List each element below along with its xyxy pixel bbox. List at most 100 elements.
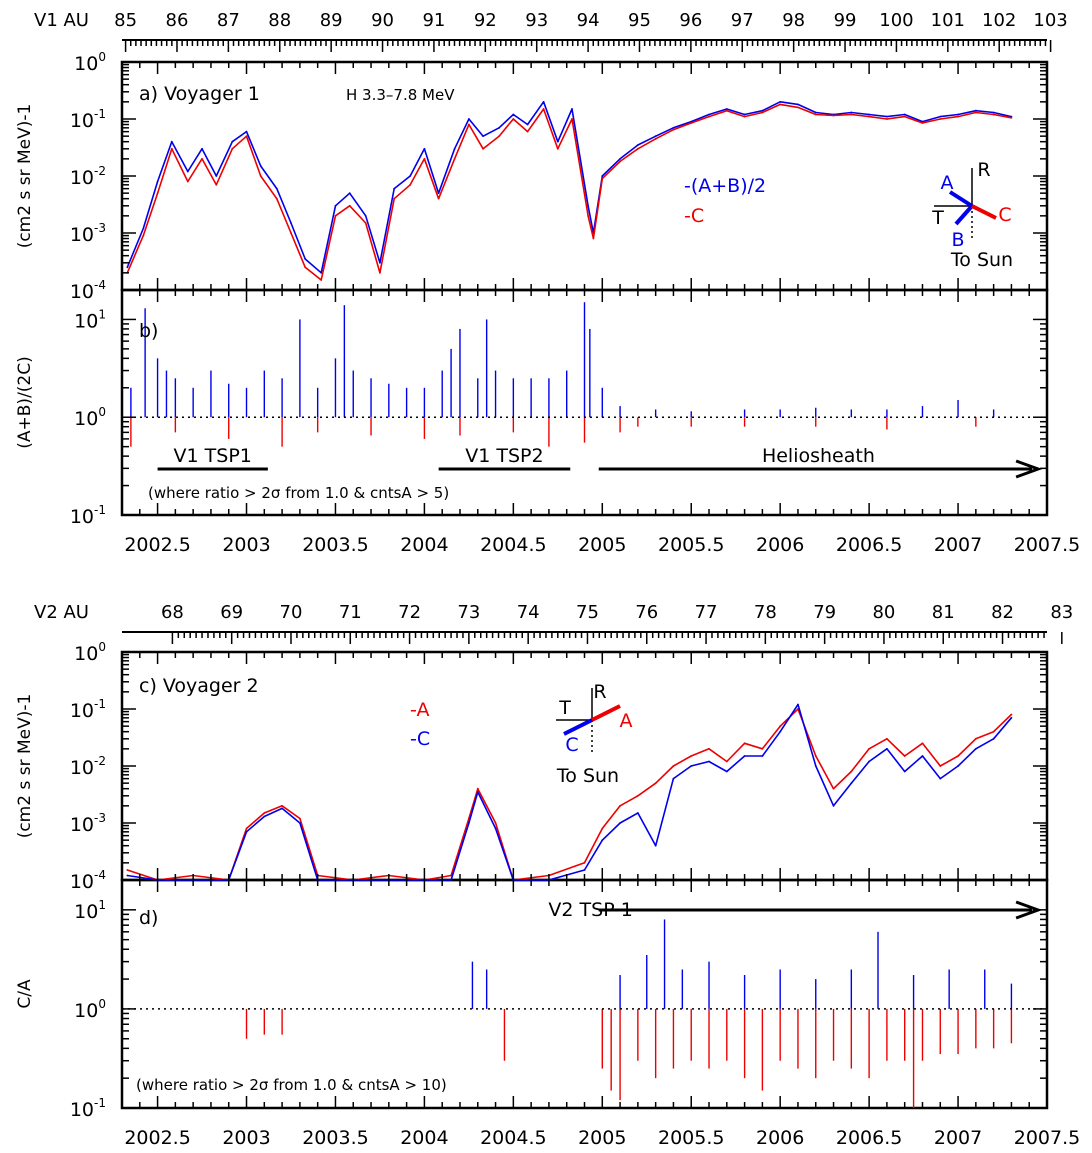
data-point bbox=[409, 183, 412, 186]
data-point bbox=[761, 747, 764, 750]
legend-entry: -A bbox=[410, 699, 429, 721]
x-tick-label: 2005.5 bbox=[658, 534, 724, 556]
data-point bbox=[467, 822, 470, 824]
data-point bbox=[379, 271, 381, 274]
axes-layer bbox=[121, 39, 1063, 1109]
au-tick-label: 81 bbox=[932, 602, 955, 623]
x-tick-label: 2007.5 bbox=[1014, 1127, 1080, 1149]
data-point bbox=[708, 760, 710, 763]
x-tick-label: 2004.5 bbox=[480, 534, 546, 556]
inset-telescope-b bbox=[954, 204, 974, 226]
data-point bbox=[450, 879, 452, 881]
au-tick-label: 98 bbox=[782, 10, 805, 31]
inset-label: To Sun bbox=[556, 765, 619, 787]
data-point bbox=[320, 271, 323, 274]
data-point bbox=[126, 869, 129, 871]
data-point bbox=[725, 770, 728, 773]
data-point bbox=[379, 261, 381, 264]
x-tick-label: 2007 bbox=[934, 1127, 982, 1149]
au-tick-label: 88 bbox=[268, 10, 291, 31]
data-point bbox=[708, 113, 710, 116]
series-layer bbox=[122, 100, 1047, 1108]
data-point bbox=[690, 122, 693, 124]
data-point bbox=[423, 147, 426, 150]
data-point bbox=[654, 844, 657, 847]
data-point bbox=[170, 147, 173, 150]
au-tick-label: 77 bbox=[695, 602, 718, 623]
au-tick-label: 76 bbox=[635, 602, 658, 623]
data-point bbox=[170, 140, 173, 143]
data-point bbox=[921, 755, 924, 757]
inset-telescope-c bbox=[971, 204, 997, 220]
y-tick-label: 100 bbox=[74, 640, 106, 665]
y-tick-label: 101 bbox=[74, 898, 106, 923]
au-axis-label: V1 AU bbox=[34, 10, 89, 31]
data-point bbox=[868, 113, 871, 116]
data-point bbox=[903, 755, 906, 757]
period-label: V2 TSP 1 bbox=[548, 899, 632, 921]
data-point bbox=[1010, 713, 1013, 716]
au-tick-label: 68 bbox=[161, 602, 184, 623]
data-point bbox=[957, 765, 959, 767]
data-point bbox=[186, 170, 189, 173]
data-point bbox=[334, 204, 337, 207]
data-point bbox=[636, 812, 639, 814]
y-tick-label: 10-3 bbox=[70, 811, 106, 836]
data-point bbox=[690, 755, 693, 757]
data-point bbox=[156, 180, 159, 183]
x-tick-label: 2002.5 bbox=[124, 534, 190, 556]
inset-telescope-a bbox=[948, 190, 974, 208]
data-point bbox=[556, 147, 559, 150]
data-point bbox=[393, 187, 396, 190]
annotation-layer: 2002.5 2003 2003.5 2004 2004.5 2005 2005.5 2006… bbox=[15, 10, 1080, 1149]
data-point bbox=[636, 144, 639, 146]
data-point bbox=[654, 782, 657, 785]
data-point bbox=[672, 777, 675, 780]
data-point bbox=[601, 839, 604, 842]
y-tick-label: 100 bbox=[74, 997, 106, 1022]
data-point bbox=[126, 266, 129, 269]
data-point bbox=[974, 737, 977, 740]
data-point bbox=[231, 147, 234, 150]
data-point bbox=[725, 109, 728, 112]
data-point bbox=[437, 197, 440, 200]
data-point bbox=[619, 804, 621, 807]
data-point bbox=[779, 730, 782, 733]
period-arrowhead bbox=[1015, 900, 1043, 920]
au-tick-label: 103 bbox=[1033, 10, 1067, 31]
x-tick-label: 2002.5 bbox=[124, 1127, 190, 1149]
data-point bbox=[939, 118, 942, 120]
data-point bbox=[850, 113, 853, 116]
data-point bbox=[903, 770, 906, 773]
data-point bbox=[259, 175, 262, 177]
panel-b-label: b) bbox=[139, 320, 158, 342]
data-point bbox=[850, 782, 853, 785]
data-point bbox=[814, 765, 817, 767]
data-point bbox=[868, 115, 871, 118]
data-point bbox=[903, 113, 906, 116]
x-tick-label: 2003.5 bbox=[302, 534, 368, 556]
data-point bbox=[142, 234, 145, 237]
au-tick-label: 94 bbox=[577, 10, 600, 31]
data-point bbox=[1010, 116, 1013, 119]
data-point bbox=[690, 765, 693, 767]
data-point bbox=[259, 165, 262, 167]
data-point bbox=[832, 114, 835, 117]
panel-frames bbox=[120, 60, 1049, 1110]
data-point bbox=[868, 760, 871, 763]
data-point bbox=[743, 742, 746, 745]
data-point bbox=[761, 109, 764, 112]
y-tick-label: 10-2 bbox=[70, 754, 106, 779]
data-point bbox=[654, 135, 657, 138]
data-point bbox=[636, 794, 639, 797]
data-point bbox=[512, 113, 515, 116]
data-point bbox=[797, 106, 799, 109]
data-point bbox=[245, 830, 248, 833]
x-tick-label: 2004 bbox=[400, 534, 448, 556]
inset-telescope-a bbox=[591, 704, 621, 722]
data-point bbox=[215, 175, 218, 177]
data-point bbox=[364, 222, 367, 224]
data-point bbox=[364, 214, 367, 217]
data-point bbox=[556, 140, 559, 143]
